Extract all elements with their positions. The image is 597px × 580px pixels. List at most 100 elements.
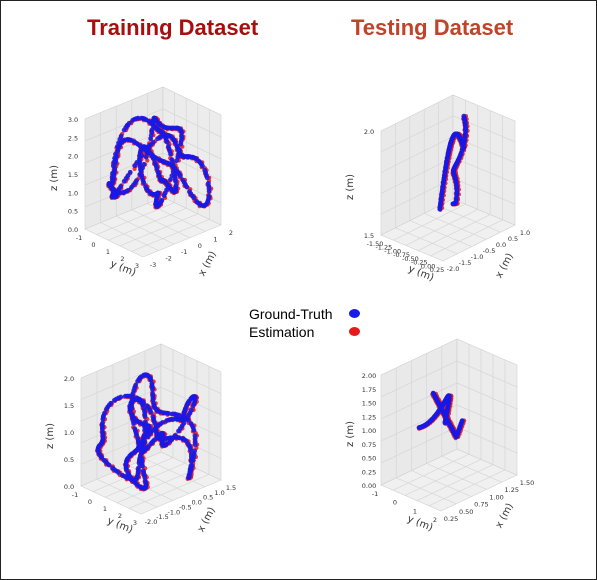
z-tick-label: 1.0	[68, 189, 78, 197]
grid-line	[424, 213, 487, 240]
ground-truth-point	[123, 393, 128, 399]
ground-truth-point	[152, 160, 158, 166]
grid-line	[116, 215, 175, 245]
x-axis-label: x (m)	[197, 249, 219, 278]
z-tick-label: 0.50	[362, 455, 376, 463]
z-tick-label: 1.0	[64, 429, 74, 437]
ground-truth-point	[206, 193, 212, 199]
z-tick-label: 2.0	[364, 128, 374, 136]
ground-truth-point	[168, 177, 173, 182]
y-tick-label: -1	[72, 491, 78, 499]
x-tick-label: 0.75	[474, 501, 488, 509]
ground-truth-point	[142, 474, 148, 480]
z-axis-label: z (m)	[345, 421, 356, 447]
y-tick-label: 0	[91, 241, 95, 249]
y-tick-label: 2	[118, 512, 122, 520]
ground-truth-point	[134, 159, 140, 165]
x-axis-label: x (m)	[494, 251, 516, 280]
x-tick-label: -1.0	[168, 508, 181, 516]
training-top-svg: -3 -2 -1 0 1 2 -1 0 1 2 3 0.0 0.5 1.0 1.5 2.0 2.5 3.0 x (m…	[49, 86, 233, 279]
series-ground-truth	[95, 372, 198, 491]
x-tick-label: 0.25	[444, 515, 458, 523]
grid-line	[452, 177, 516, 205]
grid-line	[441, 455, 502, 483]
ground-truth-point	[125, 122, 130, 128]
x-tick-label: 1.00	[489, 493, 503, 501]
grid-line	[128, 474, 210, 509]
grid-line	[380, 177, 454, 215]
z-tick-label: 0.5	[68, 208, 78, 216]
y-tick-label: -1.00	[384, 247, 401, 255]
z-tick-label: 1.25	[362, 413, 376, 421]
series-ground-truth	[106, 115, 212, 209]
ground-truth-point	[166, 411, 171, 416]
y-tick-label: -0.50	[402, 255, 419, 263]
grid-line	[380, 426, 458, 464]
ground-truth-point	[416, 425, 422, 431]
ground-truth-point	[100, 416, 106, 422]
z-tick-label: 2.5	[68, 134, 78, 142]
y-tick-label: 3	[133, 519, 137, 527]
grid-line	[438, 205, 501, 233]
z-tick-label: 1.50	[362, 400, 376, 408]
estimation-point	[145, 158, 150, 163]
x-tick-label: -1.5	[156, 513, 169, 521]
y-tick-label: -0.75	[393, 251, 410, 259]
z-tick-label: 1.5	[364, 232, 374, 240]
grid-line	[80, 386, 162, 422]
grid-line	[456, 360, 518, 388]
x-tick-label: 1.25	[505, 486, 519, 494]
grid-line	[84, 152, 164, 186]
legend-label-ground-truth: Ground-Truth	[249, 306, 333, 322]
x-tick-label: 1.50	[520, 479, 534, 487]
x-axis-label: x (m)	[494, 501, 516, 530]
y-tick-label: 2	[433, 516, 437, 524]
z-tick-label: 1.5	[64, 402, 74, 410]
ground-truth-point	[133, 383, 138, 388]
ground-truth-point	[150, 414, 156, 420]
grid-line	[92, 457, 174, 492]
legend-label-estimation: Estimation	[249, 324, 315, 340]
z-tick-label: 3.0	[68, 116, 78, 124]
axes-box	[380, 94, 516, 262]
y-tick-label: 0	[393, 499, 397, 507]
ground-truth-point	[144, 403, 150, 409]
z-tick-label: 1.5	[68, 171, 78, 179]
x-tick-label: 1.0	[520, 229, 530, 237]
grid-line	[456, 382, 518, 410]
x-tick-label: 0.0	[192, 499, 202, 507]
x-tick-label: -1	[181, 248, 187, 256]
ground-truth-point	[110, 170, 115, 176]
ground-truth-point	[184, 184, 190, 190]
testing-top-plot: -2.0 -1.5 -1.0 -0.5 0.0 0.5 1.0 -1.50 -1.25 -1.00…	[303, 49, 571, 309]
grid-line	[119, 213, 198, 247]
z-tick-label: 2.0	[68, 153, 78, 161]
legend-marker-estimation	[349, 327, 360, 336]
ground-truth-point	[114, 144, 120, 149]
z-tick-label: 1.75	[362, 386, 376, 394]
ground-truth-point	[205, 180, 211, 186]
z-tick-label: 0.0	[68, 226, 78, 234]
ground-truth-point	[106, 462, 112, 468]
x-tick-label: -0.5	[483, 247, 496, 255]
z-tick-label: 1.00	[362, 427, 376, 435]
y-tick-label: -1.25	[375, 244, 392, 252]
grid-line	[380, 157, 454, 194]
grid-line	[456, 426, 518, 454]
testing-bottom-plot: 0.25 0.50 0.75 1.00 1.25 1.50 -1 0 1 2 0.00 0.25 0.5…	[303, 319, 571, 574]
y-tick-label: -1	[372, 490, 378, 498]
grid-line	[100, 222, 159, 251]
grid-line	[162, 108, 222, 138]
grid-line	[409, 220, 472, 247]
training-bottom-svg: -2.0-1.5-1.0-0.50.00.51.01.5-101230.00.5…	[45, 343, 236, 536]
series-ground-truth	[416, 390, 465, 440]
grid-line	[116, 468, 198, 504]
z-tick-label: 0.0	[64, 483, 74, 491]
x-tick-label: 0.5	[508, 235, 518, 243]
grid-line	[144, 458, 206, 488]
grid-line	[108, 207, 187, 241]
grid-line	[396, 477, 457, 505]
grid-line	[380, 360, 458, 398]
legend-item-estimation: Estimation	[249, 323, 360, 341]
x-tick-label: -1.5	[459, 259, 472, 267]
